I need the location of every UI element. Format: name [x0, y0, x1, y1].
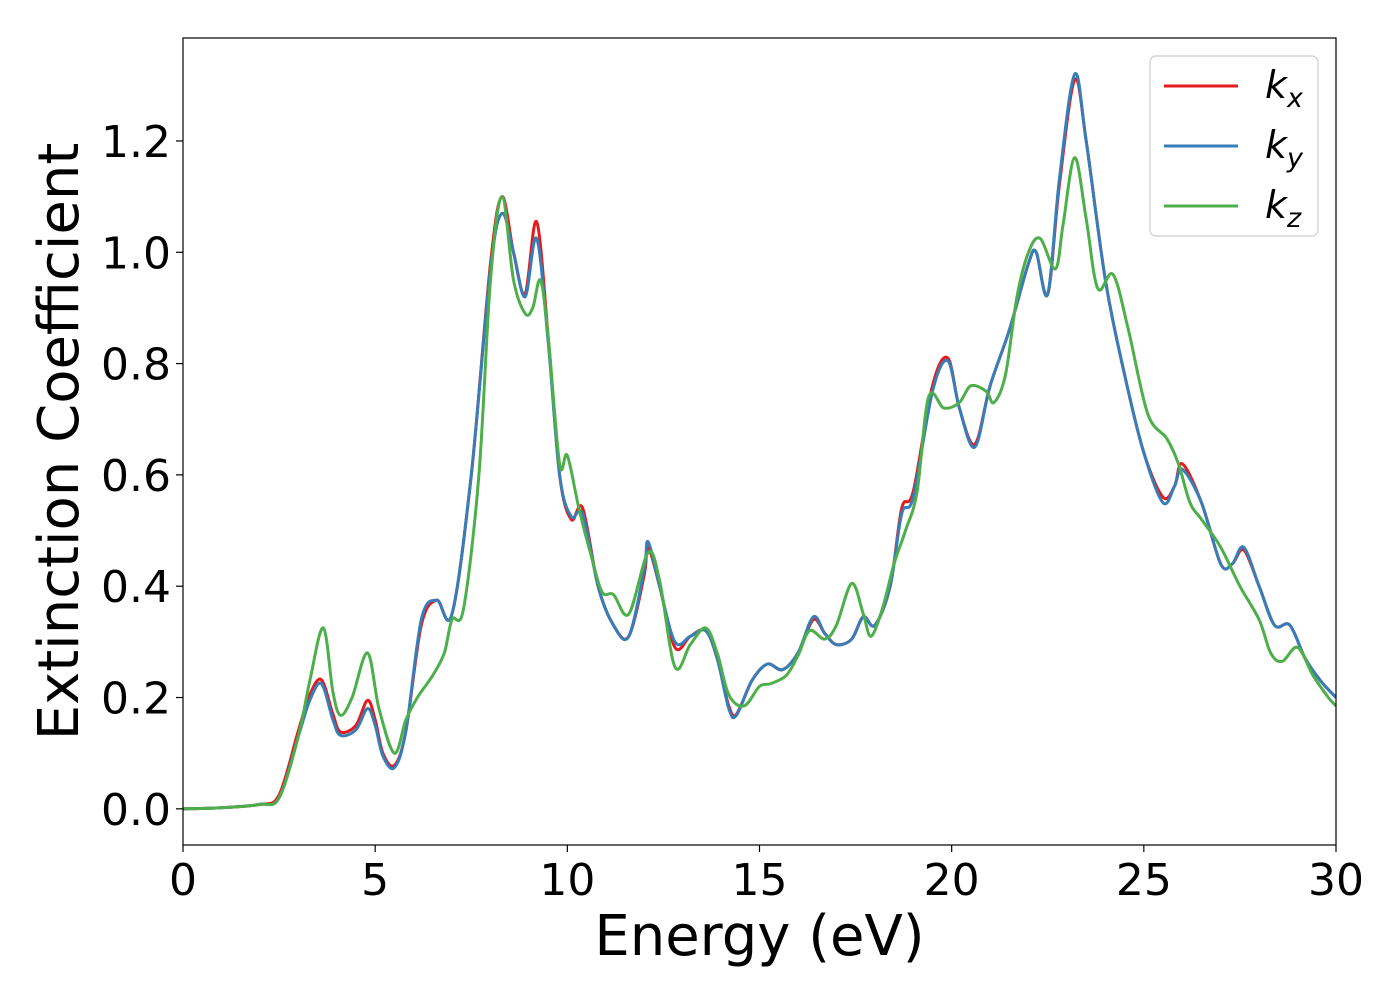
y-tick-label: 1.2	[101, 117, 171, 168]
x-tick-label: 20	[924, 855, 980, 906]
x-tick-label: 0	[169, 855, 197, 906]
y-tick-label: 1.0	[101, 228, 171, 279]
legend-label-kx: kx	[1265, 63, 1304, 114]
x-tick-label: 25	[1116, 855, 1172, 906]
x-axis-label: Energy (eV)	[594, 904, 924, 969]
x-tick-label: 10	[539, 855, 595, 906]
legend: kx ky kz	[1149, 55, 1319, 237]
y-tick-label: 0.8	[101, 340, 171, 391]
x-axis: 0 5 10 15 20 25 30	[169, 845, 1364, 906]
y-tick-label: 0.4	[101, 562, 171, 613]
y-axis: 0.0 0.2 0.4 0.6 0.8 1.0 1.2	[101, 117, 183, 836]
y-tick-label: 0.6	[101, 451, 171, 502]
legend-label-ky: ky	[1265, 123, 1304, 174]
legend-label-kz: kz	[1265, 183, 1302, 234]
x-tick-label: 30	[1308, 855, 1364, 906]
x-tick-label: 5	[361, 855, 389, 906]
series-line-ky	[183, 72, 1336, 811]
x-tick-label: 15	[732, 855, 788, 906]
y-axis-label: Extinction Coefficient	[27, 143, 92, 741]
series-line-kz	[183, 156, 1336, 811]
series-layer	[183, 72, 1336, 811]
y-tick-label: 0.0	[101, 785, 171, 836]
y-tick-label: 0.2	[101, 674, 171, 725]
